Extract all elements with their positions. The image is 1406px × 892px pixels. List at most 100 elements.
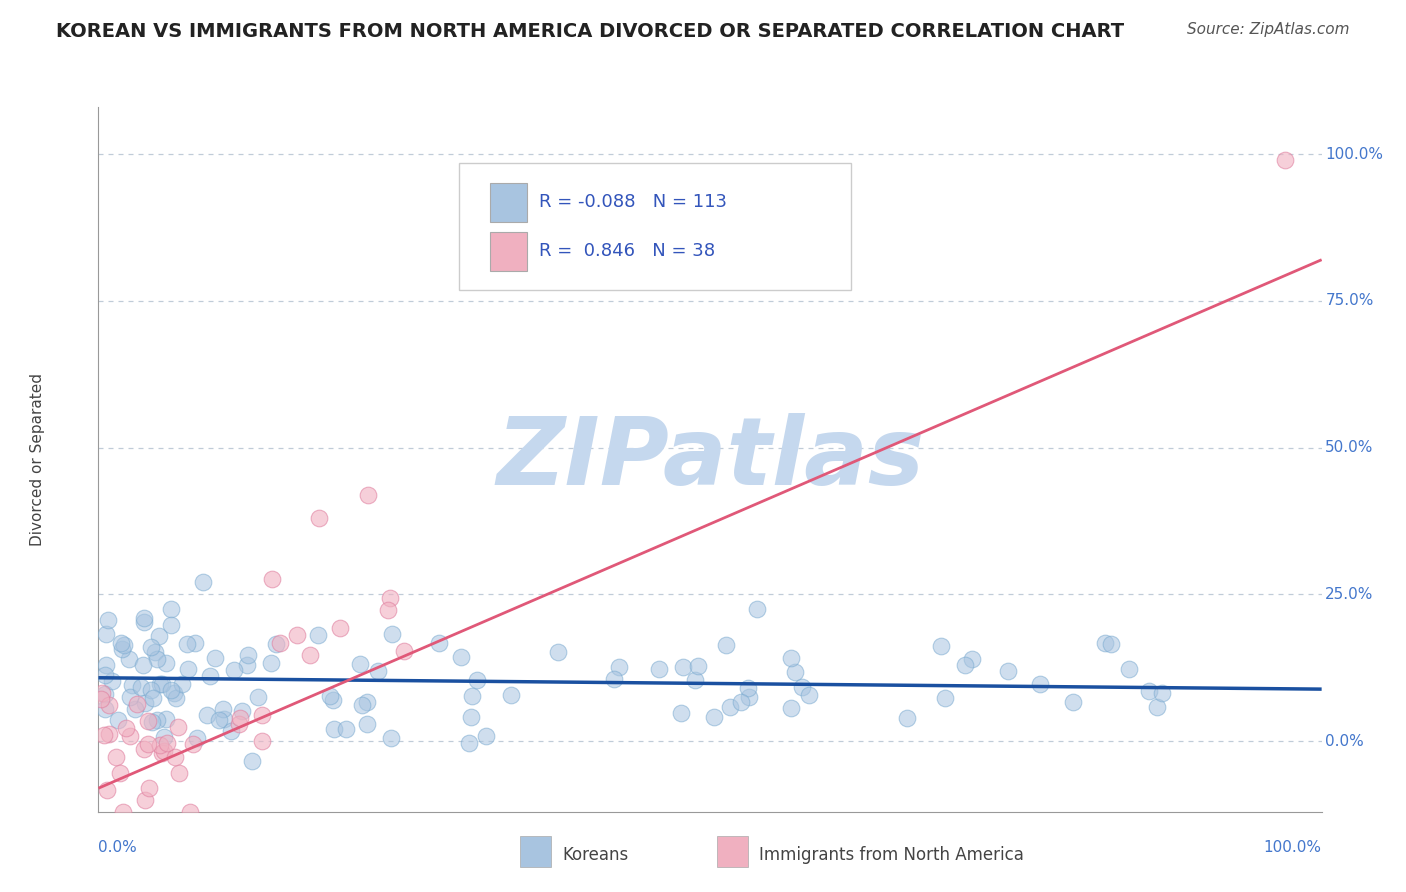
Point xyxy=(219,724,242,739)
Point xyxy=(139,682,162,697)
Point xyxy=(94,658,117,673)
Point xyxy=(179,805,201,819)
Point xyxy=(195,707,218,722)
Point xyxy=(745,602,768,616)
Point xyxy=(718,700,741,714)
Point xyxy=(143,644,166,658)
Point xyxy=(997,664,1019,678)
Point xyxy=(98,727,121,741)
Point xyxy=(134,696,156,710)
Point xyxy=(335,722,357,736)
Point xyxy=(349,657,371,671)
Point xyxy=(212,712,235,726)
Text: 0.0%: 0.0% xyxy=(98,840,138,855)
Point xyxy=(547,645,569,659)
Point xyxy=(738,690,761,705)
Point xyxy=(1099,637,1122,651)
Point xyxy=(96,627,118,641)
Point xyxy=(98,698,121,713)
Point xyxy=(953,657,976,672)
Point xyxy=(792,680,814,694)
Point xyxy=(266,637,288,651)
Point xyxy=(114,721,136,735)
Point xyxy=(602,672,624,686)
Point xyxy=(160,682,183,697)
Point xyxy=(450,649,472,664)
Point xyxy=(460,710,482,724)
Point xyxy=(93,702,115,716)
Point xyxy=(737,681,759,695)
Point xyxy=(246,690,269,704)
Point xyxy=(647,662,669,676)
Point xyxy=(132,658,155,673)
Point xyxy=(934,690,956,705)
Point xyxy=(181,737,204,751)
Point xyxy=(467,673,489,688)
Point xyxy=(136,714,159,729)
Text: 25.0%: 25.0% xyxy=(1326,587,1374,602)
Point xyxy=(121,678,143,692)
Point xyxy=(97,614,120,628)
Point xyxy=(797,689,820,703)
Point xyxy=(1137,684,1160,698)
Point xyxy=(118,690,141,704)
Point xyxy=(350,698,373,712)
Point xyxy=(165,691,187,706)
Point xyxy=(165,749,187,764)
Point xyxy=(156,736,179,750)
Point xyxy=(231,704,253,718)
Point xyxy=(298,648,321,662)
Point xyxy=(240,754,263,768)
Point xyxy=(356,487,378,501)
Point xyxy=(204,651,226,665)
Point xyxy=(148,629,170,643)
Point xyxy=(780,701,803,715)
Point xyxy=(155,656,177,670)
Point xyxy=(101,674,124,689)
Point xyxy=(669,706,692,721)
Point xyxy=(896,711,918,725)
Point xyxy=(93,728,115,742)
Point xyxy=(167,766,190,780)
Point xyxy=(287,628,309,642)
Text: 100.0%: 100.0% xyxy=(1326,146,1384,161)
Point xyxy=(269,636,291,650)
Point xyxy=(136,737,159,751)
Point xyxy=(458,735,481,749)
Point xyxy=(193,574,215,589)
Point xyxy=(714,638,737,652)
Point xyxy=(111,805,134,819)
Point xyxy=(381,627,404,641)
Point xyxy=(703,710,725,724)
Point xyxy=(150,677,173,691)
Point xyxy=(160,602,183,616)
Point xyxy=(461,689,484,703)
Point xyxy=(319,689,342,703)
Point xyxy=(96,782,118,797)
Point xyxy=(111,641,134,656)
Point xyxy=(149,676,172,690)
Point xyxy=(107,713,129,727)
Text: R =  0.846   N = 38: R = 0.846 N = 38 xyxy=(538,243,714,260)
Point xyxy=(1029,677,1052,691)
Text: KOREAN VS IMMIGRANTS FROM NORTH AMERICA DIVORCED OR SEPARATED CORRELATION CHART: KOREAN VS IMMIGRANTS FROM NORTH AMERICA … xyxy=(56,22,1125,41)
Point xyxy=(785,665,807,679)
Point xyxy=(1118,662,1140,676)
Point xyxy=(356,695,378,709)
Point xyxy=(112,638,135,652)
Point xyxy=(108,765,131,780)
Point xyxy=(170,677,193,691)
Point xyxy=(160,617,183,632)
Point xyxy=(132,611,155,625)
Point xyxy=(1146,699,1168,714)
Point xyxy=(228,716,250,731)
Point xyxy=(392,643,415,657)
Point xyxy=(184,635,207,649)
Text: Immigrants from North America: Immigrants from North America xyxy=(759,847,1024,864)
Point xyxy=(1094,636,1116,650)
Point xyxy=(260,572,283,586)
Point xyxy=(134,793,156,807)
Point xyxy=(167,720,190,734)
Point xyxy=(499,688,522,702)
Point xyxy=(780,651,803,665)
